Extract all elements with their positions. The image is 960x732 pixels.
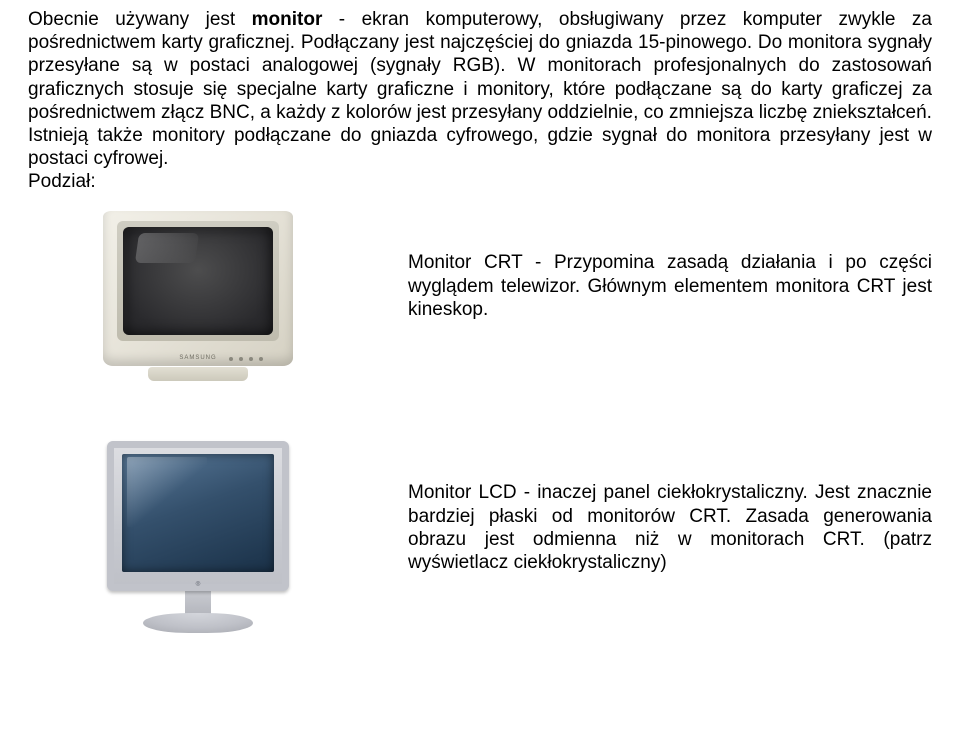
lcd-description: Monitor LCD - inaczej panel ciekłokrysta… xyxy=(368,441,932,574)
crt-image: SAMSUNG xyxy=(28,211,368,381)
lcd-section: ◎ Monitor LCD - inaczej panel ciekłokrys… xyxy=(28,441,932,641)
intro-line3: Podział: xyxy=(28,170,932,193)
lcd-image: ◎ xyxy=(28,441,368,641)
intro-bold-term: monitor xyxy=(252,9,323,30)
intro-paragraph: Obecnie używany jest monitor - ekran kom… xyxy=(28,8,932,124)
crt-section: SAMSUNG Monitor CRT - Przypomina zasadą … xyxy=(28,211,932,381)
crt-description: Monitor CRT - Przypomina zasadą działani… xyxy=(368,211,932,321)
intro-line2: Istnieją także monitory podłączane do gn… xyxy=(28,124,932,170)
intro-prefix: Obecnie używany jest xyxy=(28,9,252,30)
